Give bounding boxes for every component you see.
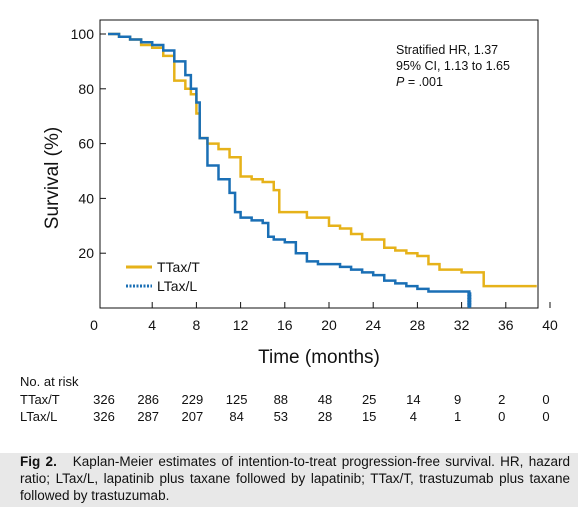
y-axis-title: Survival (%) xyxy=(42,127,63,229)
x-tick-label: 4 xyxy=(148,317,156,333)
caption-label: Fig 2. xyxy=(20,454,68,469)
censor-mark xyxy=(467,295,472,300)
legend-label: LTax/L xyxy=(157,278,197,294)
risk-row-label: TTax/T xyxy=(20,392,60,407)
x-tick-label: 0 xyxy=(90,317,98,333)
risk-value: 53 xyxy=(274,409,288,424)
hr-annotation-line: 95% CI, 1.13 to 1.65 xyxy=(396,59,510,73)
risk-value: 25 xyxy=(362,392,376,407)
risk-value: 125 xyxy=(226,392,248,407)
y-tick-label: 60 xyxy=(78,136,94,152)
censor-mark xyxy=(467,300,472,305)
x-tick-label: 8 xyxy=(193,317,201,333)
risk-value: 9 xyxy=(454,392,461,407)
risk-value: 2 xyxy=(498,392,505,407)
censor-mark xyxy=(467,292,472,297)
plot-frame xyxy=(99,19,539,309)
y-tick-label: 100 xyxy=(71,26,95,42)
risk-value: 14 xyxy=(406,392,420,407)
risk-value: 15 xyxy=(362,409,376,424)
x-tick-label: 12 xyxy=(233,317,249,333)
caption-text: Kaplan-Meier estimates of intention-to-t… xyxy=(20,454,570,503)
x-tick-label: 24 xyxy=(365,317,381,333)
risk-row-label: LTax/L xyxy=(20,409,57,424)
risk-value: 28 xyxy=(318,409,332,424)
censor-mark xyxy=(467,303,472,308)
risk-value: 84 xyxy=(229,409,243,424)
hr-annotation-line: P = .001 xyxy=(396,75,443,89)
risk-value: 287 xyxy=(137,409,159,424)
survival-curve-ttax-t xyxy=(108,32,537,288)
x-tick-label: 28 xyxy=(410,317,426,333)
risk-value: 1 xyxy=(454,409,461,424)
x-tick-label: 36 xyxy=(498,317,514,333)
x-axis-title: Time (months) xyxy=(258,347,380,368)
risk-value: 48 xyxy=(318,392,332,407)
risk-value: 0 xyxy=(542,409,549,424)
x-tick-label: 40 xyxy=(542,317,558,333)
censor-mark xyxy=(467,297,472,302)
x-tick-label: 20 xyxy=(321,317,337,333)
y-tick-label: 80 xyxy=(78,81,94,97)
legend-label: TTax/T xyxy=(157,259,200,275)
hr-annotation-line: Stratified HR, 1.37 xyxy=(396,43,498,57)
risk-value: 229 xyxy=(182,392,204,407)
y-tick-label: 40 xyxy=(78,190,94,206)
risk-value: 326 xyxy=(93,409,115,424)
survival-curve-ltax-l xyxy=(108,32,471,308)
risk-value: 326 xyxy=(93,392,115,407)
figure-caption: Fig 2. Kaplan-Meier estimates of intenti… xyxy=(0,453,578,507)
x-tick-label: 32 xyxy=(454,317,470,333)
risk-value: 207 xyxy=(182,409,204,424)
risk-value: 4 xyxy=(410,409,417,424)
risk-value: 0 xyxy=(498,409,505,424)
risk-table-title: No. at risk xyxy=(20,374,79,389)
risk-value: 0 xyxy=(542,392,549,407)
risk-value: 286 xyxy=(137,392,159,407)
y-tick-label: 20 xyxy=(78,245,94,261)
risk-value: 88 xyxy=(274,392,288,407)
x-tick-label: 16 xyxy=(277,317,293,333)
